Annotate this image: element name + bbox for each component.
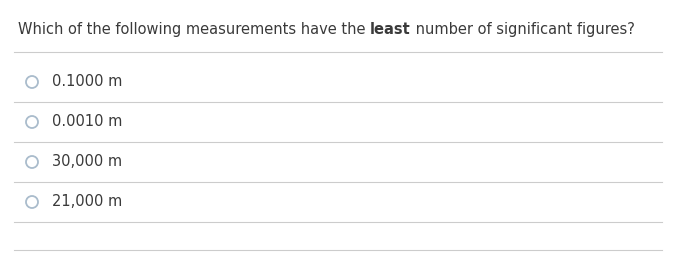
Text: least: least <box>370 22 411 37</box>
Text: 0.1000 m: 0.1000 m <box>52 74 122 89</box>
Text: number of significant figures?: number of significant figures? <box>411 22 635 37</box>
Text: 0.0010 m: 0.0010 m <box>52 115 122 130</box>
Text: 21,000 m: 21,000 m <box>52 195 122 210</box>
Text: Which of the following measurements have the: Which of the following measurements have… <box>18 22 370 37</box>
Text: 30,000 m: 30,000 m <box>52 154 122 169</box>
